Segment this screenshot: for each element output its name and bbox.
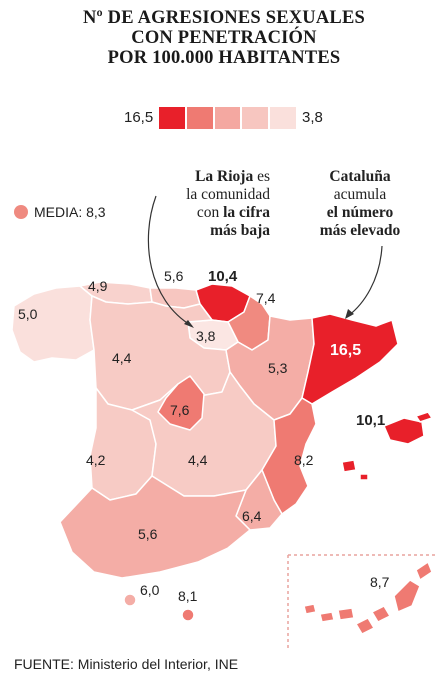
average-dot-icon [14,205,28,219]
note-rioja-rest-1: es [253,168,270,185]
value-madrid: 7,6 [170,402,190,418]
average-legend: MEDIA: 8,3 [14,204,106,220]
region-andalucia [59,475,251,579]
average-label: MEDIA: 8,3 [34,204,106,220]
value-andalucia: 5,6 [138,526,158,542]
value-murcia: 6,4 [242,508,262,524]
cataluna-arrow-head-icon [345,309,354,319]
value-cataluna: 16,5 [330,342,362,359]
region-baleares [341,411,433,481]
legend-max-label: 16,5 [124,109,154,126]
value-aragon: 5,3 [268,360,288,376]
value-asturias: 4,9 [88,278,108,294]
cataluna-arrow [347,245,383,317]
value-extremadura: 4,2 [86,452,106,468]
value-canarias: 8,7 [370,574,390,590]
note-rioja: La Rioja es la comunidad con la cifra má… [150,168,270,240]
value-cantabria: 5,6 [164,268,184,284]
color-legend [159,107,296,129]
region-galicia [11,285,95,363]
note-cataluna-bold-3: el número [326,204,394,221]
title-line-2: CON PENETRACIÓN [131,28,317,48]
legend-swatch-3 [214,107,241,129]
legend-swatch-1 [159,107,185,129]
value-valencia: 8,2 [294,452,314,468]
note-cataluna-bold-4: más elevado [319,222,401,239]
note-cataluna-line-2: acumula [333,186,387,203]
title-line-3: POR 100.000 HABITANTES [107,48,341,68]
note-rioja-pre-3: con [196,204,224,221]
region-cataluna [301,313,399,405]
note-rioja-bold-1: La Rioja [195,168,254,185]
value-ceuta: 6,0 [140,582,160,598]
value-la-rioja: 3,8 [196,328,216,344]
note-rioja-bold-3: la cifra [223,204,270,221]
value-melilla: 8,1 [178,588,198,604]
note-cataluna: Cataluña acumula el número más elevado [300,168,420,240]
value-baleares: 10,1 [356,412,386,429]
canarias-inset-frame [287,554,438,650]
region-valencia [261,397,317,515]
value-navarra: 7,4 [256,290,276,306]
note-rioja-line-2: la comunidad [186,186,270,203]
value-castilla-leon: 4,4 [112,350,132,366]
region-madrid [157,375,205,431]
region-ceuta [123,593,137,607]
value-castilla-la-mancha: 4,4 [188,452,208,468]
region-canarias [303,561,433,635]
map-title: Nº DE AGRESIONES SEXUALES CON PENETRACIÓ… [0,8,448,68]
source-note: FUENTE: Ministerio del Interior, INE [14,656,239,672]
value-galicia: 5,0 [18,306,38,322]
title-line-1: Nº DE AGRESIONES SEXUALES [82,8,365,28]
rioja-arrow-head-icon [184,320,194,328]
legend-swatch-4 [242,107,269,129]
note-rioja-bold-4: más baja [210,222,270,239]
legend-swatch-5 [270,107,296,129]
note-cataluna-bold-1: Cataluña [329,168,391,185]
region-melilla [181,608,195,622]
rioja-arrow [147,195,193,327]
legend-swatch-2 [186,107,213,129]
value-pais-vasco: 10,4 [208,268,238,285]
legend-min-label: 3,8 [302,109,323,126]
